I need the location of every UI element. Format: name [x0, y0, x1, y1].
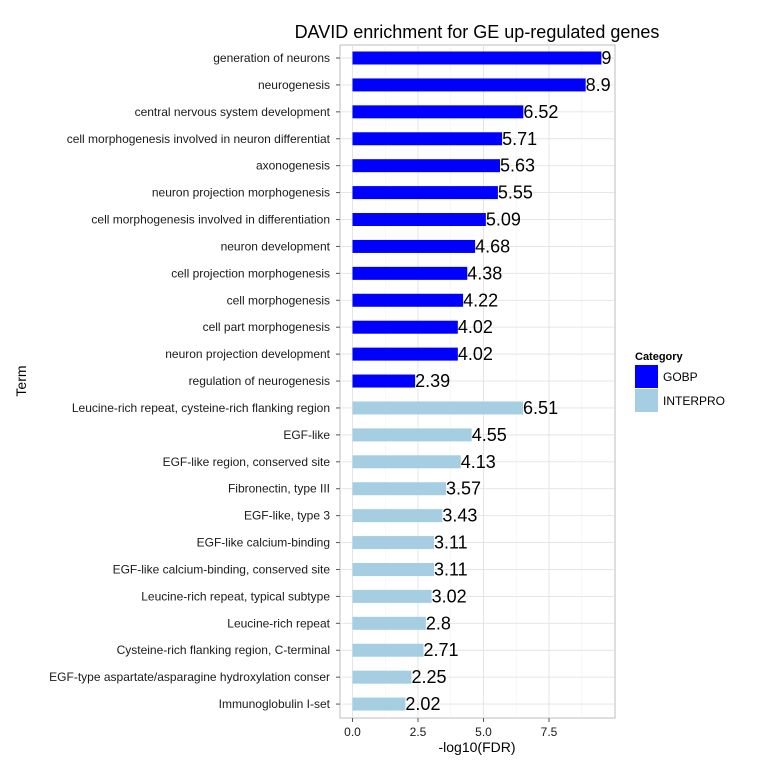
y-tick-label: cell projection morphogenesis	[171, 266, 330, 280]
data-label: 4.02	[458, 317, 493, 337]
y-tick-label: regulation of neurogenesis	[189, 374, 330, 388]
y-tick-label: Fibronectin, type III	[228, 482, 330, 496]
bar	[352, 186, 498, 200]
y-tick-label: generation of neurons	[213, 51, 330, 65]
y-tick-label: neuron projection development	[165, 347, 330, 361]
x-tick-label: 0.0	[344, 725, 361, 739]
bar	[352, 266, 468, 280]
bar	[352, 643, 424, 657]
y-tick-label: Leucine-rich repeat	[227, 616, 330, 630]
bar	[352, 132, 503, 146]
y-tick-label: central nervous system development	[135, 105, 331, 119]
bar	[352, 401, 524, 415]
y-tick-label: EGF-like, type 3	[244, 509, 330, 523]
y-tick-label: cell morphogenesis	[227, 293, 330, 307]
y-tick-label: Leucine-rich repeat, cysteine-rich flank…	[72, 401, 330, 415]
bar	[352, 78, 586, 92]
legend-label: GOBP	[663, 370, 698, 384]
y-tick-label: cell morphogenesis involved in different…	[91, 213, 330, 227]
y-tick-labels: generation of neurons neurogenesis central…	[49, 51, 340, 711]
legend-title: Category	[635, 351, 684, 363]
y-tick-label: Immunoglobulin I-set	[219, 697, 331, 711]
bar	[352, 239, 476, 253]
data-label: 9	[601, 48, 611, 68]
y-tick-label: EGF-like	[283, 428, 330, 442]
bar	[352, 536, 434, 550]
bar	[352, 616, 426, 630]
x-axis-title: -log10(FDR)	[438, 739, 515, 755]
bar	[352, 589, 432, 603]
y-tick-label: neurogenesis	[258, 78, 330, 92]
data-label: 3.57	[446, 479, 481, 499]
x-tick-label: 7.5	[541, 725, 558, 739]
y-tick-label: neuron projection morphogenesis	[152, 186, 330, 200]
y-tick-label: EGF-like region, conserved site	[163, 455, 331, 469]
data-label: 5.55	[498, 183, 533, 203]
data-label: 2.25	[411, 667, 446, 687]
data-label: 5.63	[500, 156, 535, 176]
data-label: 3.02	[432, 586, 467, 606]
data-label: 4.13	[461, 452, 496, 472]
data-label: 2.39	[415, 371, 450, 391]
bar	[352, 347, 458, 361]
bar	[352, 482, 447, 496]
bar	[352, 562, 434, 576]
bar	[352, 105, 524, 119]
bar	[352, 670, 412, 684]
data-label: 4.38	[467, 263, 502, 283]
x-tick-label: 5.0	[475, 725, 492, 739]
y-axis-title: Term	[13, 365, 29, 396]
bar	[352, 213, 486, 227]
legend: Category GOBP INTERPRO	[635, 351, 725, 412]
bar	[352, 455, 461, 469]
chart-title: DAVID enrichment for GE up-regulated gen…	[295, 22, 660, 42]
legend-swatch	[635, 365, 658, 388]
y-tick-label: Leucine-rich repeat, typical subtype	[141, 589, 330, 603]
data-label: 3.11	[434, 559, 468, 579]
x-tick-labels: 0.0 2.5 5.0 7.5	[344, 718, 558, 739]
data-label: 6.52	[523, 102, 558, 122]
legend-swatch	[635, 389, 658, 412]
y-tick-label: Cysteine-rich flanking region, C-termina…	[117, 643, 330, 657]
y-tick-label: axonogenesis	[256, 159, 330, 173]
bar	[352, 428, 472, 442]
y-tick-label: cell part morphogenesis	[203, 320, 330, 334]
y-tick-label: EGF-like calcium-binding, conserved site	[113, 562, 331, 576]
y-tick-label: EGF-type aspartate/asparagine hydroxylat…	[49, 670, 330, 684]
bar	[352, 374, 416, 388]
data-label: 4.22	[463, 290, 498, 310]
bar	[352, 51, 602, 65]
y-tick-label: neuron development	[221, 239, 331, 253]
data-label: 5.71	[502, 129, 537, 149]
bar	[352, 509, 443, 523]
data-label: 2.02	[405, 694, 440, 714]
data-label: 5.09	[486, 210, 521, 230]
bar	[352, 293, 464, 307]
data-label: 3.11	[434, 533, 468, 553]
data-label: 2.8	[426, 613, 451, 633]
data-label: 8.9	[586, 75, 611, 95]
x-tick-label: 2.5	[410, 725, 427, 739]
bar	[352, 697, 406, 711]
bar	[352, 320, 458, 334]
bars-group: 9 8.9 6.52 5.71 5.63 5.55 5.09 4.68 4.38 4.22 4.02…	[352, 48, 611, 714]
data-label: 2.71	[424, 640, 459, 660]
y-tick-label: EGF-like calcium-binding	[197, 536, 330, 550]
data-label: 4.02	[458, 344, 493, 364]
data-label: 3.43	[442, 506, 477, 526]
data-label: 4.68	[475, 236, 510, 256]
bar	[352, 159, 501, 173]
y-tick-label: cell morphogenesis involved in neuron di…	[67, 132, 331, 146]
data-label: 6.51	[523, 398, 558, 418]
data-label: 4.55	[472, 425, 507, 445]
legend-label: INTERPRO	[663, 394, 725, 408]
